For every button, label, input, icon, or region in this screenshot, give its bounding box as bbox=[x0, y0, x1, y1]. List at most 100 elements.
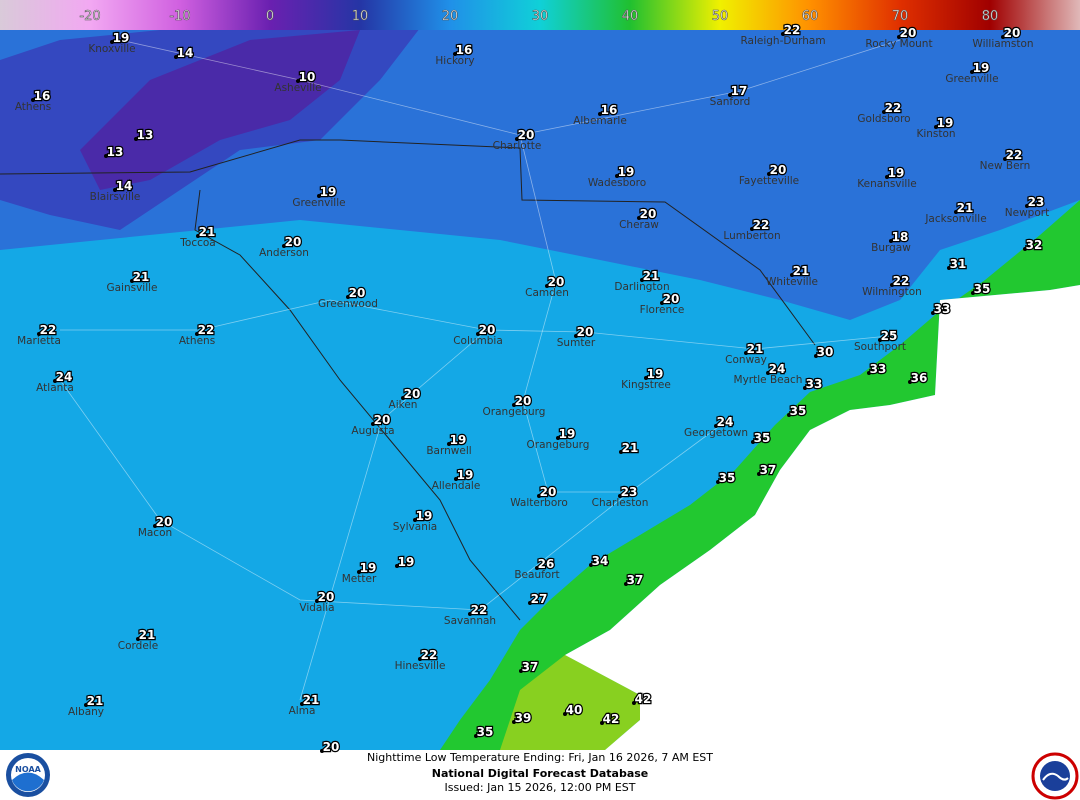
colorbar-label: 60 bbox=[802, 9, 819, 24]
noaa-logo: NOAA bbox=[6, 753, 50, 797]
city-temp: 36 bbox=[911, 371, 928, 385]
city-dot bbox=[589, 563, 593, 567]
city-dot bbox=[954, 210, 958, 214]
city-dot bbox=[908, 380, 912, 384]
city-temp: 35 bbox=[477, 725, 494, 739]
city-temp: 20 bbox=[518, 128, 535, 142]
city-dot bbox=[153, 524, 157, 528]
city-dot bbox=[357, 570, 361, 574]
city-dot bbox=[476, 332, 480, 336]
city-temp: 18 bbox=[892, 230, 909, 244]
city-temp: 24 bbox=[717, 415, 734, 429]
city-name: Cheraw bbox=[619, 219, 659, 231]
city-name: Albemarle bbox=[573, 115, 627, 127]
city-temp: 10 bbox=[299, 70, 316, 84]
city-temp: 20 bbox=[548, 275, 565, 289]
city-temp: 20 bbox=[374, 413, 391, 427]
city-dot bbox=[447, 442, 451, 446]
footer-title: National Digital Forecast Database bbox=[432, 767, 649, 780]
city-dot bbox=[640, 278, 644, 282]
city-name: Camden bbox=[525, 287, 569, 299]
city-name: Burgaw bbox=[871, 242, 911, 254]
colorbar: -20 -10 0 10 20 30 40 50 60 70 80 bbox=[0, 0, 1080, 30]
city-dot bbox=[618, 494, 622, 498]
city-name: Lumberton bbox=[723, 230, 780, 242]
city-dot bbox=[624, 582, 628, 586]
city-dot bbox=[401, 396, 405, 400]
city-temp: 22 bbox=[784, 23, 801, 37]
city-name: Toccoa bbox=[179, 237, 215, 249]
city-temp: 21 bbox=[303, 693, 320, 707]
city-name: Blairsville bbox=[90, 191, 141, 203]
city-name: Athens bbox=[179, 335, 215, 347]
city-dot bbox=[346, 295, 350, 299]
city-temp: 20 bbox=[515, 394, 532, 408]
city-dot bbox=[619, 450, 623, 454]
city-dot bbox=[371, 422, 375, 426]
city-dot bbox=[757, 472, 761, 476]
city-temp: 26 bbox=[538, 557, 555, 571]
city-dot bbox=[744, 351, 748, 355]
city-dot bbox=[454, 477, 458, 481]
colorbar-label: -20 bbox=[79, 9, 100, 24]
colorbar-label: 40 bbox=[622, 9, 639, 24]
city-dot bbox=[315, 599, 319, 603]
city-name: Kinston bbox=[916, 128, 955, 140]
city-dot bbox=[878, 338, 882, 342]
city-temp: 21 bbox=[87, 694, 104, 708]
city-name: Athens bbox=[15, 101, 51, 113]
city-temp: 21 bbox=[643, 269, 660, 283]
city-name: Sylvania bbox=[393, 521, 437, 533]
city-dot bbox=[970, 70, 974, 74]
city-dot bbox=[767, 172, 771, 176]
city-dot bbox=[528, 601, 532, 605]
city-dot bbox=[971, 291, 975, 295]
city-dot bbox=[660, 301, 664, 305]
colorbar-label: 80 bbox=[982, 9, 999, 24]
city-name: Columbia bbox=[453, 335, 503, 347]
footer-band bbox=[0, 750, 1080, 800]
city-name: Metter bbox=[342, 573, 377, 585]
city-dot bbox=[196, 234, 200, 238]
city-temp: 20 bbox=[900, 26, 917, 40]
city-dot bbox=[174, 55, 178, 59]
city-name: Marietta bbox=[17, 335, 61, 347]
city-dot bbox=[512, 403, 516, 407]
city-temp: 39 bbox=[515, 711, 532, 725]
city-temp: 20 bbox=[479, 323, 496, 337]
city-temp: 19 bbox=[320, 185, 337, 199]
city-dot bbox=[535, 566, 539, 570]
colorbar-label: 0 bbox=[266, 9, 274, 24]
city-temp: 21 bbox=[133, 270, 150, 284]
logo-text: NOAA bbox=[15, 765, 41, 774]
city-temp: 22 bbox=[471, 603, 488, 617]
city-name: Sanford bbox=[710, 96, 751, 108]
city-dot bbox=[574, 334, 578, 338]
city-dot bbox=[453, 52, 457, 56]
city-dot bbox=[300, 702, 304, 706]
city-temp: 21 bbox=[957, 201, 974, 215]
city-dot bbox=[317, 194, 321, 198]
city-name: Greenwood bbox=[318, 298, 378, 310]
city-temp: 19 bbox=[973, 61, 990, 75]
footer-line: Issued: Jan 15 2026, 12:00 PM EST bbox=[444, 781, 635, 794]
city-dot bbox=[519, 669, 523, 673]
city-temp: 35 bbox=[790, 404, 807, 418]
city-temp: 14 bbox=[116, 179, 133, 193]
city-name: Hinesville bbox=[395, 660, 446, 672]
city-dot bbox=[512, 720, 516, 724]
city-name: Walterboro bbox=[510, 497, 568, 509]
city-temp: 37 bbox=[760, 463, 777, 477]
city-name: Sumter bbox=[557, 337, 596, 349]
city-temp: 16 bbox=[601, 103, 618, 117]
city-temp: 21 bbox=[199, 225, 216, 239]
city-dot bbox=[632, 701, 636, 705]
colorbar-label: 30 bbox=[532, 9, 549, 24]
city-temp: 16 bbox=[34, 89, 51, 103]
city-name: Wilmington bbox=[862, 286, 922, 298]
city-name: Georgetown bbox=[684, 427, 748, 439]
city-dot bbox=[1003, 157, 1007, 161]
city-dot bbox=[787, 413, 791, 417]
